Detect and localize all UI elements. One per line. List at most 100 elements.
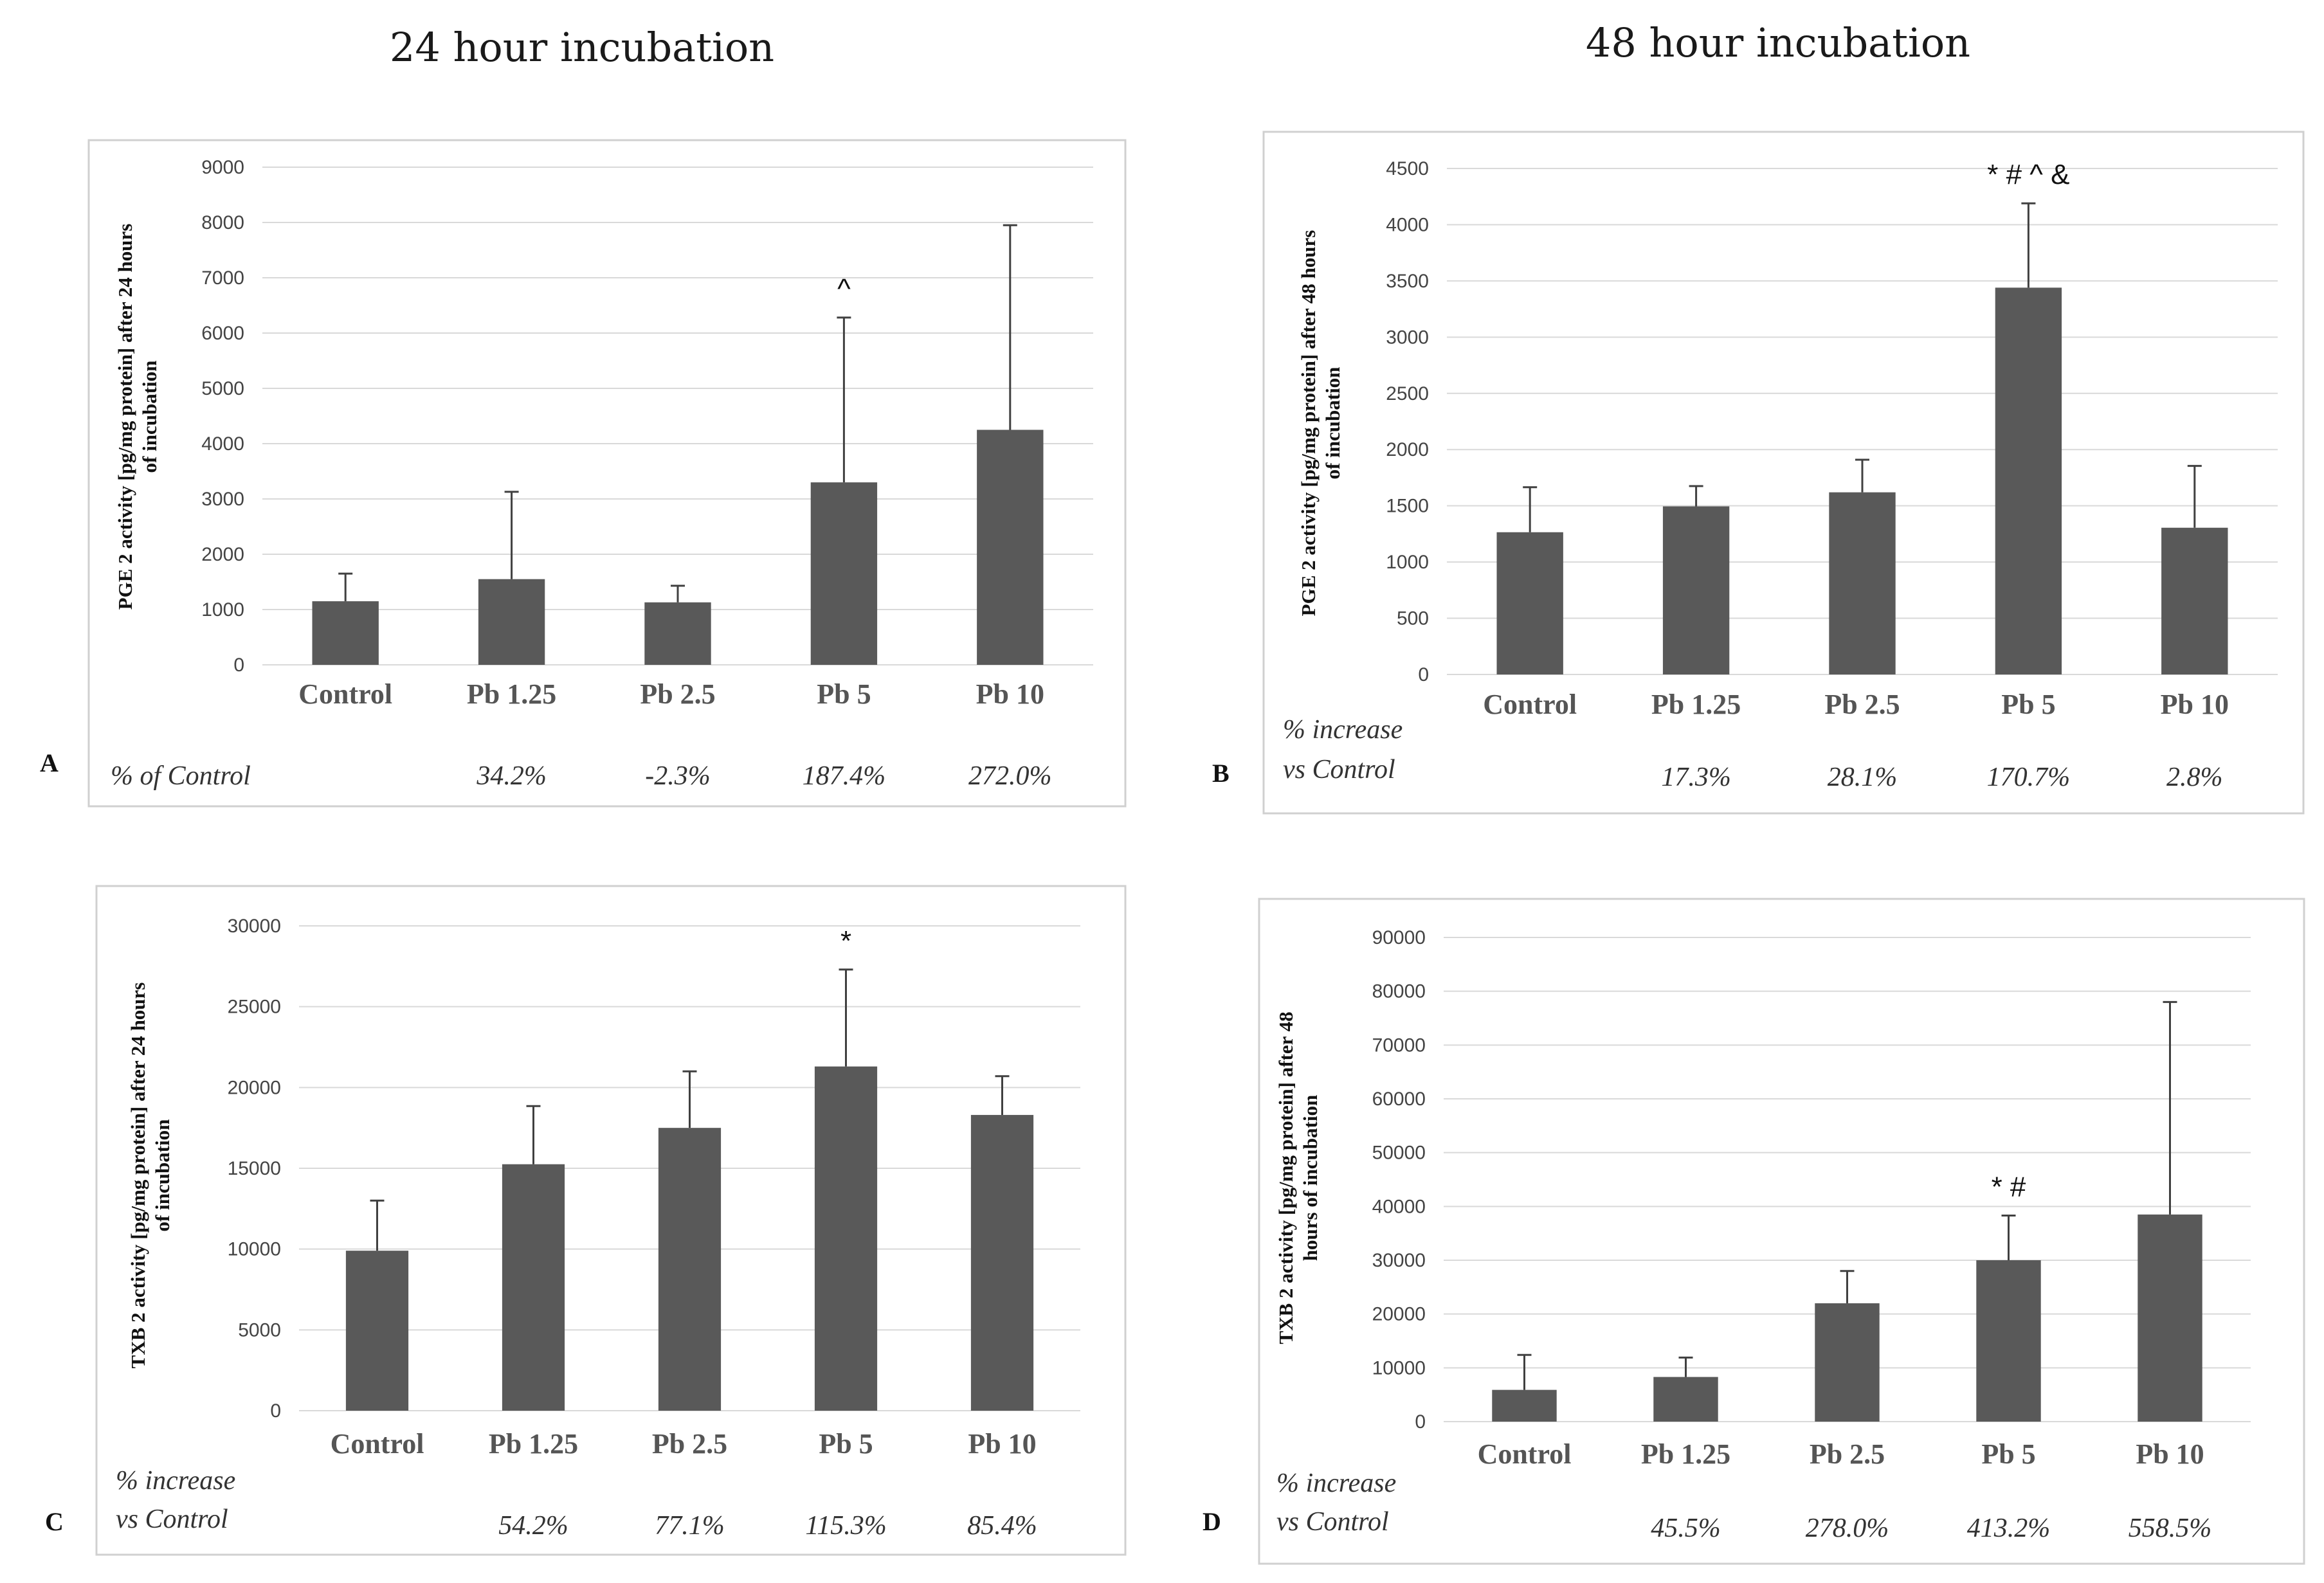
y-tick-label: 30000 (1372, 1250, 1426, 1271)
y-axis-label: of incubation (1321, 367, 1344, 480)
percent-row-label: vs Control (1283, 755, 1395, 784)
percent-change-label: 2.8% (2166, 763, 2223, 792)
y-axis-label: PGE 2 activity [pg/mg protein] after 24 … (114, 224, 136, 610)
x-tick-label: Pb 2.5 (1810, 1438, 1885, 1470)
y-tick-label: 2000 (201, 544, 244, 565)
y-tick-label: 70000 (1372, 1035, 1426, 1056)
y-tick-label: 500 (1397, 608, 1429, 629)
chart-panel-b: 0 500 1000 1500 2000 2500 3000 3500 4000 4500 PGE … (1212, 131, 2305, 815)
bar (977, 430, 1044, 665)
x-tick-label: Pb 5 (819, 1428, 873, 1460)
y-tick-label: 40000 (1372, 1196, 1426, 1217)
panel-letter: B (1212, 759, 1230, 788)
y-tick-label: 7000 (201, 267, 244, 289)
x-tick-label: Control (1478, 1438, 1572, 1470)
x-tick-label: Pb 5 (817, 678, 871, 710)
significance-marker: * (840, 925, 851, 957)
y-axis-label: TXB 2 activity [pg/mg protein] after 24 … (127, 982, 149, 1369)
y-tick-label: 90000 (1372, 927, 1426, 948)
y-tick-label: 2500 (1386, 383, 1429, 404)
y-tick-label: 5000 (238, 1319, 281, 1341)
significance-marker: * # ^ & (1987, 159, 2069, 190)
x-tick-label: Pb 2.5 (652, 1428, 727, 1460)
x-tick-label: Pb 1.25 (1641, 1438, 1730, 1470)
bar (2138, 1214, 2202, 1422)
y-tick-label: 30000 (228, 916, 281, 937)
percent-change-label: 54.2% (498, 1511, 568, 1541)
x-tick-label: Control (1483, 689, 1577, 720)
y-tick-label: 50000 (1372, 1143, 1426, 1164)
panel-frame (1262, 131, 2305, 815)
percent-change-label: 187.4% (803, 761, 886, 791)
bar (2161, 527, 2228, 674)
chart-panel-c: 0 5000 10000 15000 20000 25000 30000 TXB 2 acti… (45, 885, 1127, 1556)
panel-frame (87, 139, 1127, 808)
bar (1492, 1389, 1557, 1422)
y-tick-label: 10000 (228, 1239, 281, 1260)
y-tick-label: 80000 (1372, 981, 1426, 1002)
bar (502, 1164, 565, 1411)
column-title-24h: 24 hour incubation (390, 24, 774, 71)
bar (1496, 532, 1563, 674)
y-tick-label: 8000 (201, 212, 244, 233)
bar (478, 579, 545, 665)
bar (1829, 492, 1896, 674)
percent-change-label: 170.7% (1987, 763, 2071, 792)
y-tick-label: 25000 (228, 997, 281, 1018)
y-tick-label: 10000 (1372, 1357, 1426, 1379)
chart-panel-a: 0 1000 2000 3000 4000 5000 6000 7000 8000 9000 PGE… (40, 139, 1127, 808)
percent-change-label: 77.1% (655, 1511, 725, 1541)
panel-letter: C (45, 1507, 64, 1536)
x-tick-label: Control (298, 678, 392, 710)
y-tick-label: 0 (270, 1400, 281, 1422)
percent-change-label: 17.3% (1661, 763, 1731, 792)
x-tick-label: Pb 10 (2161, 689, 2229, 720)
y-tick-label: 1000 (201, 599, 244, 620)
bar (1976, 1260, 2041, 1422)
bar (1662, 506, 1730, 674)
bar (644, 602, 711, 665)
y-tick-label: 3500 (1386, 271, 1429, 292)
y-axis-label: PGE 2 activity [pg/mg protein] after 48 … (1297, 230, 1320, 617)
x-tick-label: Pb 1.25 (1651, 689, 1741, 720)
y-tick-label: 1500 (1386, 496, 1429, 517)
x-tick-label: Pb 5 (1981, 1438, 2035, 1470)
y-tick-label: 4500 (1386, 158, 1429, 179)
y-tick-label: 3000 (201, 489, 244, 510)
percent-row-label: vs Control (116, 1505, 228, 1534)
y-axis-label: hours of incubation (1299, 1095, 1321, 1261)
y-tick-label: 15000 (228, 1158, 281, 1179)
panel-letter: D (1203, 1507, 1221, 1536)
percent-change-label: 272.0% (968, 761, 1052, 791)
y-tick-label: 0 (1418, 664, 1429, 685)
percent-change-label: 45.5% (1651, 1514, 1721, 1543)
y-tick-label: 2000 (1386, 439, 1429, 460)
x-tick-label: Control (331, 1428, 424, 1460)
percent-change-label: 28.1% (1828, 763, 1898, 792)
percent-row-label: % increase (116, 1466, 235, 1496)
y-tick-label: 4000 (1386, 214, 1429, 235)
y-axis-label: TXB 2 activity [pg/mg protein] after 48 (1275, 1011, 1297, 1344)
y-tick-label: 20000 (1372, 1304, 1426, 1325)
y-axis-label: of incubation (151, 1119, 174, 1232)
x-tick-label: Pb 2.5 (640, 678, 715, 710)
percent-row-label: % increase (1276, 1469, 1396, 1498)
bar (1815, 1303, 1880, 1422)
bar (1653, 1377, 1718, 1422)
bar (810, 482, 878, 665)
panel-frame (1258, 898, 2305, 1565)
y-tick-label: 3000 (1386, 327, 1429, 348)
y-tick-label: 60000 (1372, 1089, 1426, 1110)
chart-panel-d: 0 10000 20000 30000 40000 50000 60000 70000 8000… (1203, 898, 2305, 1565)
y-tick-label: 0 (1415, 1411, 1426, 1433)
y-tick-label: 5000 (201, 378, 244, 399)
bar (658, 1128, 722, 1411)
y-axis-label: of incubation (138, 361, 161, 473)
bar (1995, 287, 2062, 675)
chart-panels: 0100020003000400050006000700080009000PGE… (40, 131, 2305, 1565)
x-tick-label: Pb 5 (2001, 689, 2055, 720)
x-tick-label: Pb 1.25 (467, 678, 556, 710)
y-tick-label: 4000 (201, 433, 244, 455)
percent-row-label: % increase (1283, 715, 1403, 745)
